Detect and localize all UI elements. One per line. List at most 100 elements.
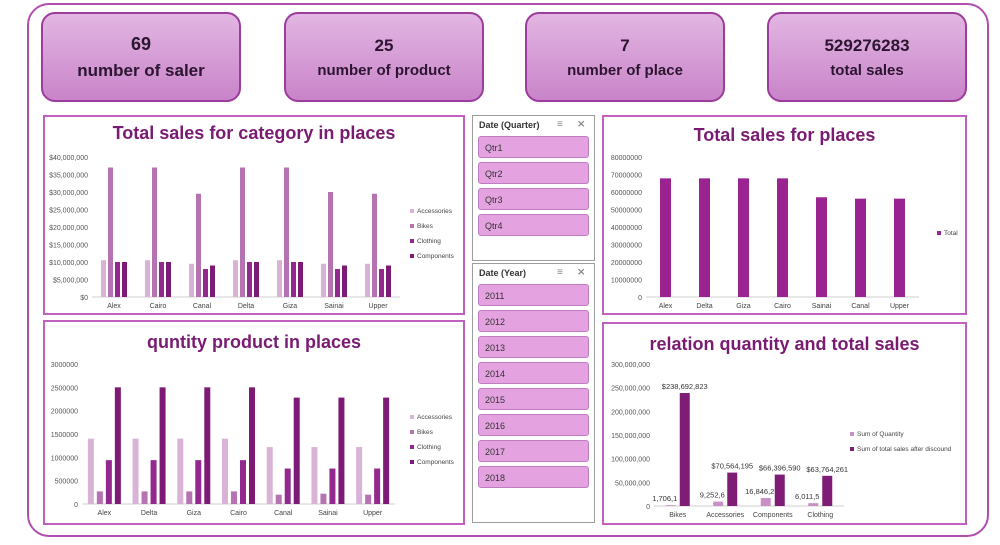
y-tick-label: 1000000: [51, 455, 78, 462]
clear-filter-icon[interactable]: ⨯: [577, 267, 586, 278]
kpi-card-places: 7 number of place: [525, 12, 725, 102]
slicer-item-2014[interactable]: 2014: [478, 362, 589, 384]
y-tick-label: 40000000: [611, 225, 642, 232]
multi-select-icon[interactable]: ≡: [557, 267, 563, 278]
y-tick-label: 150,000,000: [611, 433, 650, 440]
bar: [166, 262, 171, 297]
x-tick-label: Alex: [107, 303, 121, 310]
y-tick-label: 50,000,000: [615, 480, 650, 487]
bar: [383, 397, 390, 504]
y-tick-label: 80000000: [611, 155, 642, 162]
x-tick-label: Delta: [238, 303, 254, 310]
bar: [329, 468, 336, 504]
y-tick-label: 0: [638, 295, 642, 302]
bar: [356, 447, 363, 504]
x-tick-label: Alex: [98, 510, 112, 517]
clear-filter-icon[interactable]: ⨯: [577, 119, 586, 130]
slicer-header: Date (Quarter) ≡ ⨯: [473, 116, 594, 136]
bar: [233, 260, 238, 297]
y-tick-label: 50000000: [611, 208, 642, 215]
bar: [713, 501, 724, 506]
slicer-title: Date (Year): [479, 268, 527, 278]
bar: [108, 167, 113, 297]
x-tick-label: Cairo: [150, 303, 167, 310]
legend-swatch: [410, 209, 414, 213]
bar: [320, 493, 327, 504]
legend-swatch: [410, 224, 414, 228]
slicer-item-2016[interactable]: 2016: [478, 414, 589, 436]
bar: [203, 269, 208, 297]
x-tick-label: Giza: [187, 510, 202, 517]
x-tick-label: Components: [753, 512, 793, 519]
slicer-item-2017[interactable]: 2017: [478, 440, 589, 462]
y-tick-label: 2500000: [51, 385, 78, 392]
kpi-label: number of product: [317, 61, 451, 79]
chart-canvas: 80000000 70000000 60000000 50000000 40000000…: [611, 155, 958, 310]
slicer-item-qtr3[interactable]: Qtr3: [478, 188, 589, 210]
slicer-item-2012[interactable]: 2012: [478, 310, 589, 332]
bar: [738, 178, 749, 297]
kpi-value: 25: [374, 35, 394, 55]
bar: [132, 438, 139, 504]
legend-label: Sum of Quantity: [857, 431, 904, 438]
y-tick-label: 70000000: [611, 173, 642, 180]
data-label: 1,706,1: [652, 494, 677, 503]
slicer-year: Date (Year) ≡ ⨯ 2011 2012 2013 2014 2015…: [472, 263, 595, 523]
legend-label: Accessories: [417, 414, 453, 421]
y-tick-label: 20000000: [611, 260, 642, 267]
data-label: $238,692,823: [662, 382, 708, 391]
y-tick-label: 30000000: [611, 243, 642, 250]
x-tick-label: Sainai: [812, 303, 832, 310]
y-tick-label: $40,000,000: [49, 155, 88, 162]
bar: [222, 438, 228, 504]
bar: [774, 474, 785, 506]
bar: [365, 494, 372, 504]
kpi-value: 69: [130, 33, 152, 54]
kpi-card-total-sales: 529276283 total sales: [767, 12, 967, 102]
bar: [101, 260, 106, 297]
kpi-label: number of saler: [77, 60, 205, 80]
y-tick-label: $5,000,000: [53, 278, 88, 285]
x-tick-label: Canal: [851, 303, 870, 310]
slicer-item-2011[interactable]: 2011: [478, 284, 589, 306]
bar: [386, 265, 391, 297]
bar: [231, 491, 237, 504]
slicer-item-2015[interactable]: 2015: [478, 388, 589, 410]
data-label: 9,252,6: [700, 491, 725, 500]
chart-quantity-places: quntity product in places 3000000 2500000…: [43, 320, 465, 525]
y-tick-label: 3000000: [51, 362, 78, 369]
slicer-item-qtr4[interactable]: Qtr4: [478, 214, 589, 236]
bar: [247, 262, 252, 297]
y-tick-label: 300,000,000: [611, 362, 650, 369]
slicer-item-2018[interactable]: 2018: [478, 466, 589, 488]
x-tick-label: Clothing: [807, 512, 833, 519]
chart-quantity-vs-sales: relation quantity and total sales 300,00…: [602, 322, 967, 525]
legend-swatch: [937, 231, 941, 235]
bar: [87, 438, 94, 504]
bar: [372, 193, 377, 297]
x-tick-label: Upper: [368, 303, 388, 310]
data-label: 6,011,5: [795, 492, 819, 501]
bar: [335, 269, 340, 297]
bar: [150, 460, 157, 504]
bar: [254, 262, 259, 297]
bar: [374, 468, 381, 504]
x-tick-label: Cairo: [230, 510, 247, 517]
y-tick-label: $30,000,000: [49, 190, 88, 197]
slicer-header: Date (Year) ≡ ⨯: [473, 264, 594, 284]
legend-label: Clothing: [417, 444, 441, 451]
chart-canvas: 300,000,000 250,000,000 200,000,000 150,000…: [611, 362, 952, 519]
kpi-card-products: 25 number of product: [284, 12, 484, 102]
x-tick-label: Sainai: [318, 510, 338, 517]
chart-title: relation quantity and total sales: [649, 334, 920, 354]
bar: [145, 260, 150, 297]
slicer-item-qtr2[interactable]: Qtr2: [478, 162, 589, 184]
x-tick-label: Delta: [696, 303, 712, 310]
bar: [177, 438, 184, 504]
multi-select-icon[interactable]: ≡: [557, 119, 563, 130]
y-tick-label: 500000: [55, 479, 78, 486]
slicer-item-2013[interactable]: 2013: [478, 336, 589, 358]
x-tick-label: Accessories: [706, 512, 744, 519]
bar: [159, 262, 164, 297]
slicer-item-qtr1[interactable]: Qtr1: [478, 136, 589, 158]
